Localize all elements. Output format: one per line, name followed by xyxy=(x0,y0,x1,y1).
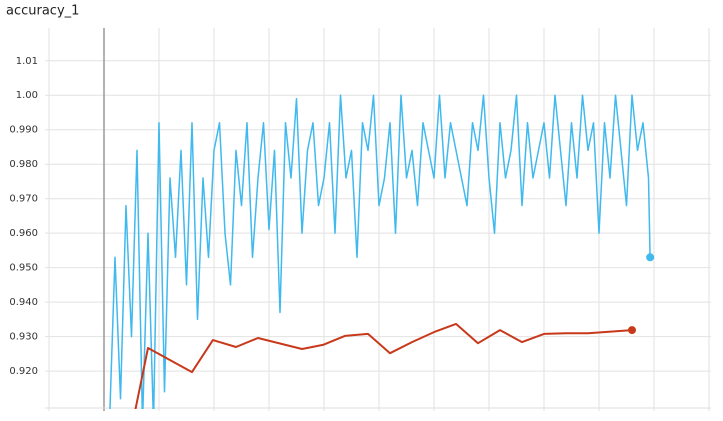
y-tick-label: 0.930 xyxy=(9,332,38,343)
series-line xyxy=(134,322,633,409)
y-tick-label: 0.970 xyxy=(9,194,38,205)
chart-title: accuracy_1 xyxy=(6,4,79,19)
y-tick-label: 0.980 xyxy=(9,159,38,170)
plot-area xyxy=(109,94,651,409)
y-tick-label: 0.940 xyxy=(9,297,38,308)
y-tick-label: 1.00 xyxy=(16,90,38,101)
y-tick-label: 0.950 xyxy=(9,263,38,274)
y-tick-label: 0.960 xyxy=(9,228,38,239)
end-point xyxy=(628,326,636,335)
end-point xyxy=(646,253,655,262)
series-line xyxy=(109,94,651,409)
y-tick-label: 0.990 xyxy=(9,125,38,136)
y-tick-label: 1.01 xyxy=(16,56,38,67)
y-tick-label: 0.920 xyxy=(9,366,38,377)
